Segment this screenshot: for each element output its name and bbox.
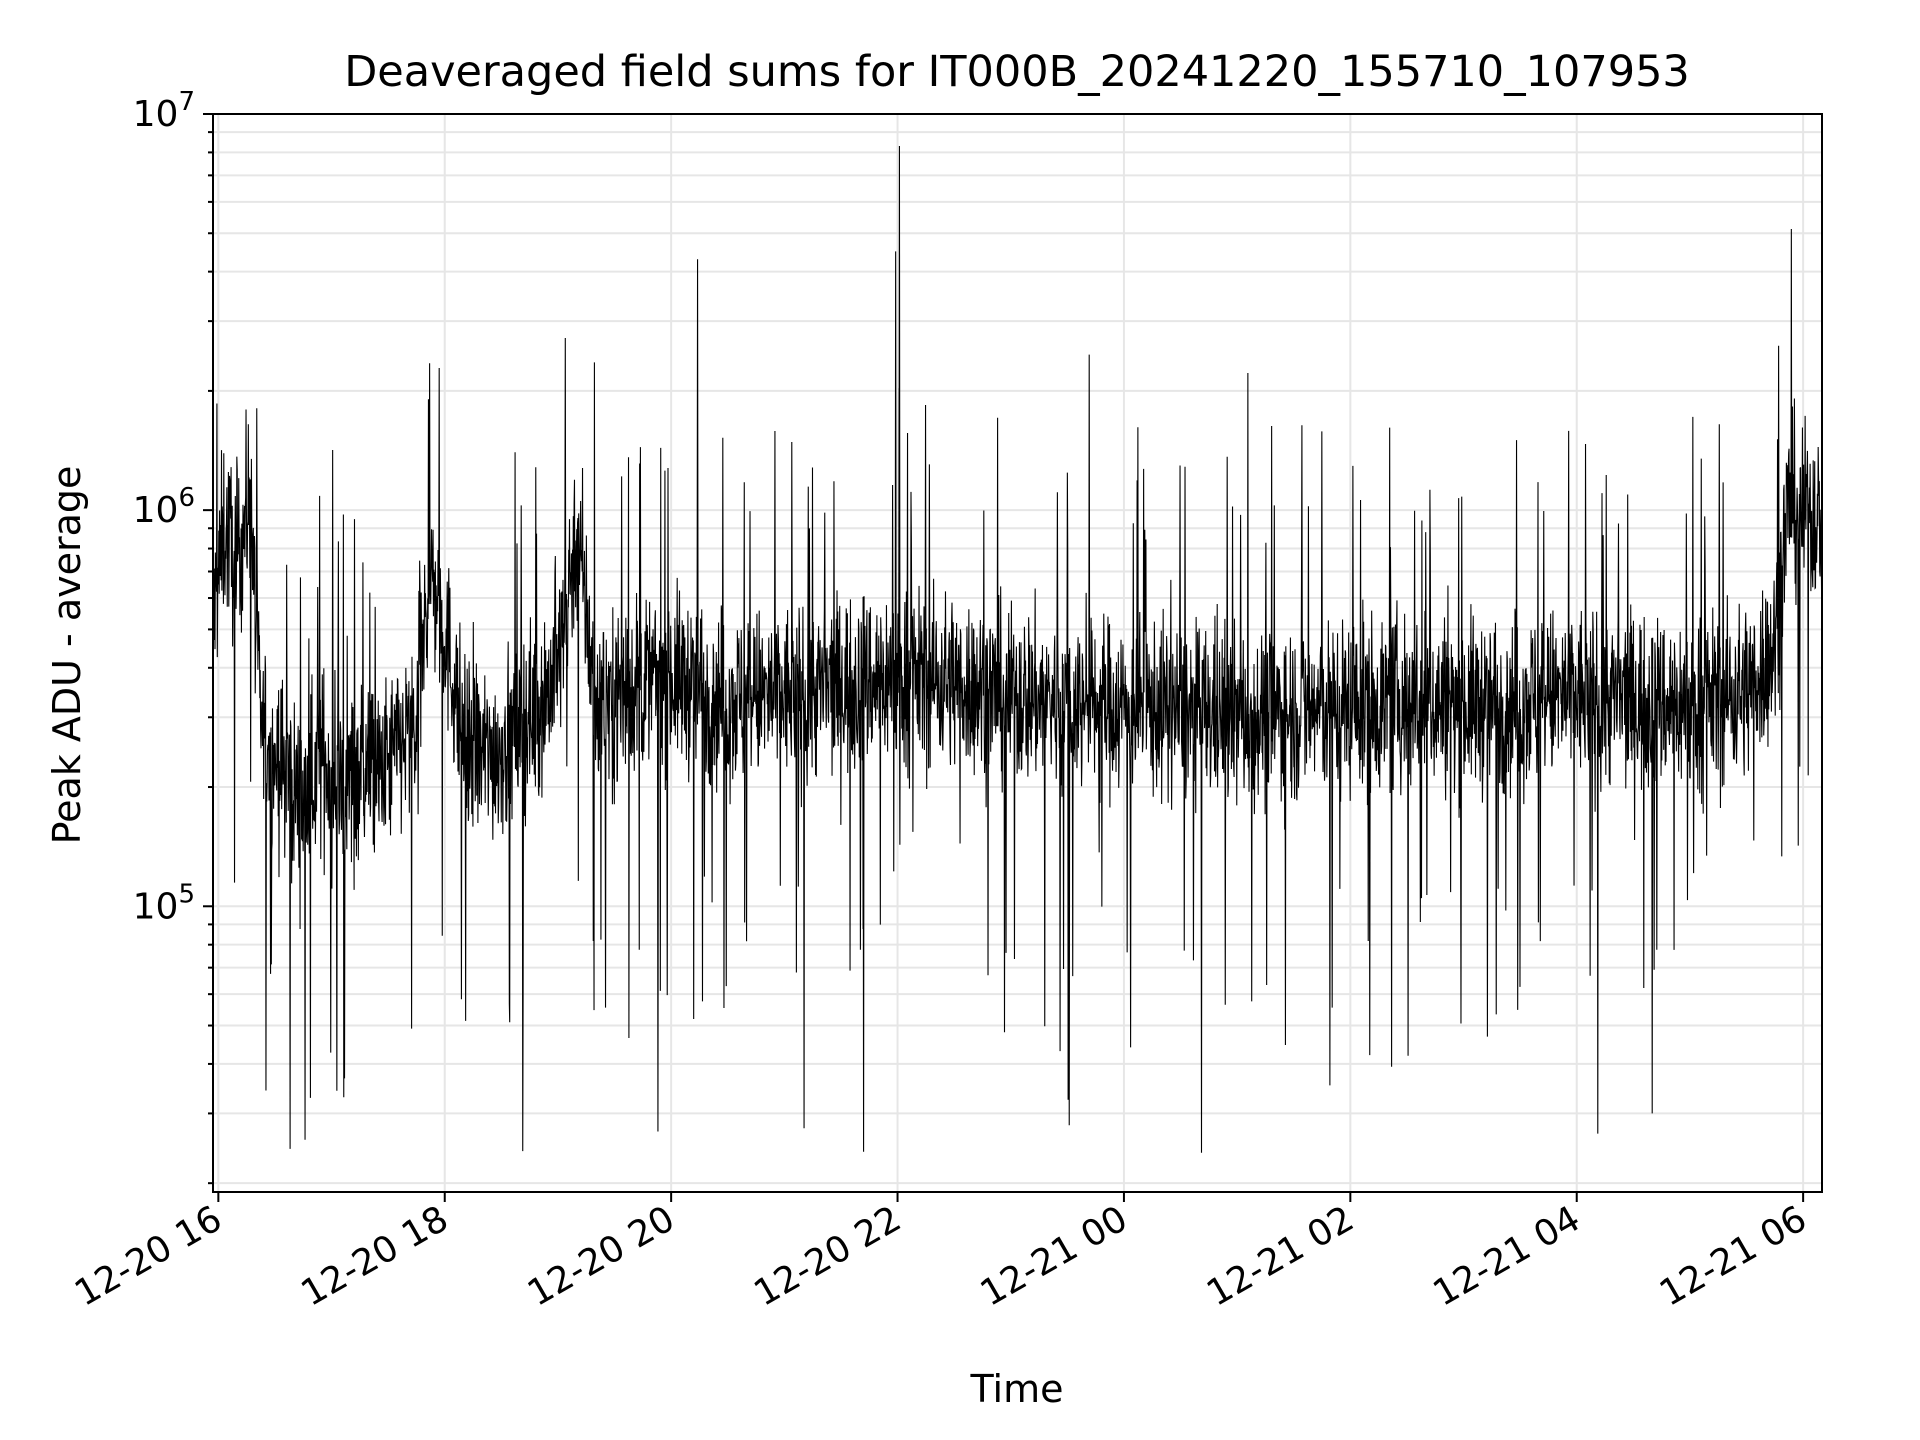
x-axis: 12-20 16 12-20 18 12-20 20 12-20 22 12-21 00… — [68, 1192, 1814, 1315]
y-axis: 105 106 107 — [133, 87, 213, 1185]
x-tick-label: 12-20 16 — [68, 1198, 229, 1314]
y-axis-label: Peak ADU - average — [45, 466, 89, 845]
x-tick-label: 12-20 18 — [295, 1198, 456, 1314]
y-tick-label: 107 — [133, 87, 195, 135]
x-tick-label: 12-21 02 — [1200, 1198, 1361, 1314]
x-tick-label: 12-21 00 — [974, 1198, 1135, 1314]
grid-lines — [213, 113, 1822, 1192]
chart-title: Deaveraged field sums for IT000B_2024122… — [344, 47, 1690, 97]
plot-area-frame — [212, 113, 1823, 1193]
x-axis-label: Time — [970, 1367, 1064, 1411]
x-tick-label: 12-21 06 — [1653, 1198, 1814, 1314]
series-line — [212, 146, 1823, 1153]
x-tick-label: 12-20 20 — [521, 1198, 682, 1314]
y-tick-label: 106 — [133, 483, 195, 531]
series-group — [212, 146, 1823, 1153]
y-tick-label: 105 — [133, 879, 195, 927]
x-tick-label: 12-21 04 — [1427, 1198, 1588, 1314]
x-tick-label: 12-20 22 — [747, 1198, 908, 1314]
